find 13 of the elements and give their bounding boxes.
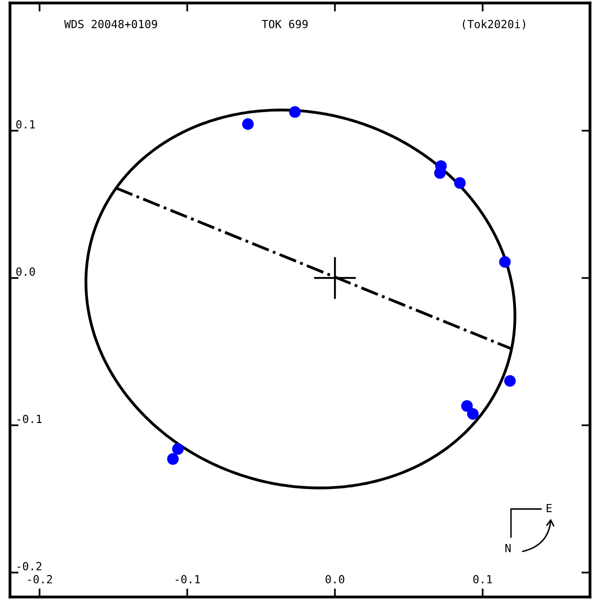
x-tick-label: 0.1 (473, 575, 492, 584)
y-tick-label: -0.1 (17, 414, 42, 424)
annotation: (Tok2020i) (462, 20, 526, 30)
annotation: WDS 20048+0109 (64, 20, 158, 28)
y-tick-label: -0.2 (17, 562, 42, 570)
x-tick-label: 0.0 (326, 575, 344, 584)
text: TOK 699 (262, 20, 308, 28)
annotation: N (505, 544, 511, 552)
y-tick-label: 0.0 (16, 267, 35, 276)
x-tick-label: -0.2 (28, 575, 52, 584)
x-tick-label: -0.1 (176, 575, 200, 584)
y-tick-label: 0.1 (16, 120, 35, 129)
annotation: E (546, 504, 552, 512)
